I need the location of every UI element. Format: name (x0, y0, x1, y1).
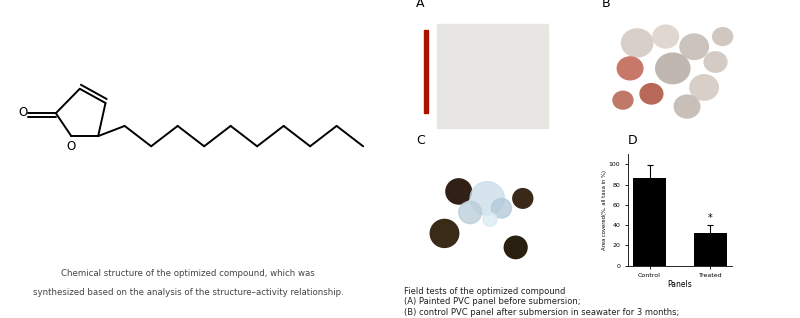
Circle shape (690, 75, 718, 100)
Circle shape (713, 28, 733, 45)
Text: *: * (708, 213, 713, 223)
Circle shape (640, 84, 663, 104)
X-axis label: Panels: Panels (668, 280, 692, 288)
Text: synthesized based on the analysis of the structure–activity relationship.: synthesized based on the analysis of the… (33, 288, 343, 297)
Circle shape (504, 236, 527, 259)
Circle shape (704, 52, 727, 72)
Text: Field tests of the optimized compound: Field tests of the optimized compound (404, 287, 566, 296)
Text: (A) Painted PVC panel before submersion;: (A) Painted PVC panel before submersion; (404, 297, 581, 306)
Text: D: D (628, 134, 638, 147)
Circle shape (622, 29, 653, 57)
Circle shape (674, 95, 700, 118)
Text: C: C (416, 134, 425, 147)
Circle shape (458, 201, 482, 224)
Text: O: O (18, 106, 28, 119)
Text: O: O (66, 140, 75, 153)
Bar (633, 177, 666, 266)
Circle shape (430, 219, 458, 247)
Circle shape (613, 91, 633, 109)
Bar (438, 24, 549, 128)
Text: (B) control PVC panel after submersion in seawater for 3 months;: (B) control PVC panel after submersion i… (404, 308, 679, 317)
FancyArrow shape (424, 30, 428, 113)
Circle shape (656, 53, 690, 84)
Text: Chemical structure of the optimized compound, which was: Chemical structure of the optimized comp… (61, 269, 315, 278)
Circle shape (618, 57, 643, 80)
Circle shape (470, 182, 504, 215)
Bar (694, 233, 727, 266)
Circle shape (513, 189, 533, 208)
Y-axis label: Area covered(%, all taxa in %): Area covered(%, all taxa in %) (602, 170, 607, 250)
Circle shape (446, 179, 471, 204)
Text: B: B (602, 0, 610, 10)
Text: A: A (416, 0, 425, 10)
Circle shape (491, 198, 511, 218)
Circle shape (680, 34, 709, 59)
Circle shape (483, 212, 497, 226)
Circle shape (653, 25, 678, 48)
